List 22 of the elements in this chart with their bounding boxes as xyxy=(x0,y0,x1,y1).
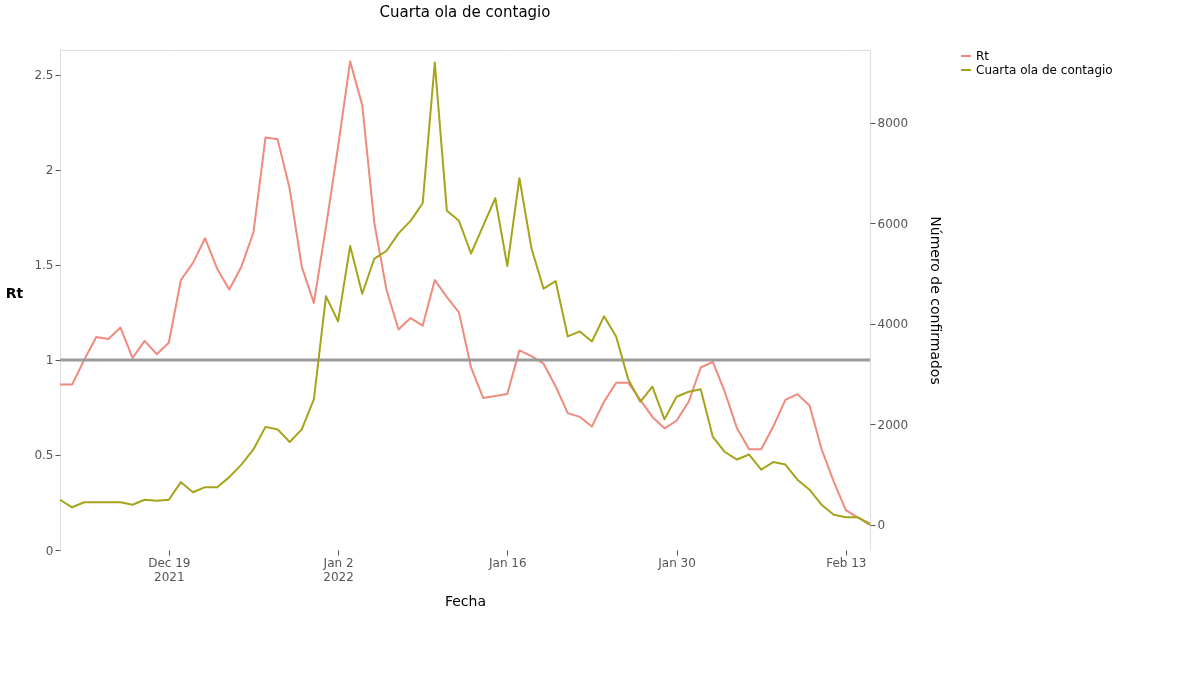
y2-tick-label: 8000 xyxy=(877,116,909,131)
x-tick-label: Jan 16 xyxy=(488,555,527,570)
x-tick-label: Jan 2 2022 xyxy=(322,555,354,584)
y2-tick-label: 4000 xyxy=(877,317,909,332)
legend-label: Cuarta ola de contagio xyxy=(976,63,1113,77)
legend-label: Rt xyxy=(976,49,990,63)
y2-axis-title: Número de confirmados xyxy=(928,216,945,385)
x-tick-label: Dec 19 2021 xyxy=(148,555,191,584)
y-tick-label: 1 xyxy=(45,353,54,368)
y-tick-label: 2 xyxy=(45,163,54,178)
y-tick-label: 0.5 xyxy=(34,448,54,463)
y-axis-title: Rt xyxy=(5,284,24,301)
y-tick-label: 0 xyxy=(45,543,54,558)
y-tick-label: 1.5 xyxy=(34,258,54,273)
y2-tick-label: 0 xyxy=(877,518,886,533)
y2-tick-label: 2000 xyxy=(877,417,909,432)
y-tick-label: 2.5 xyxy=(34,68,54,83)
x-tick-label: Feb 13 xyxy=(826,555,867,570)
y2-tick-label: 6000 xyxy=(877,216,909,231)
x-axis-title: Fecha xyxy=(444,592,487,609)
chart-title: Cuarta ola de contagio xyxy=(379,3,551,21)
x-tick-label: Jan 30 xyxy=(657,555,696,570)
